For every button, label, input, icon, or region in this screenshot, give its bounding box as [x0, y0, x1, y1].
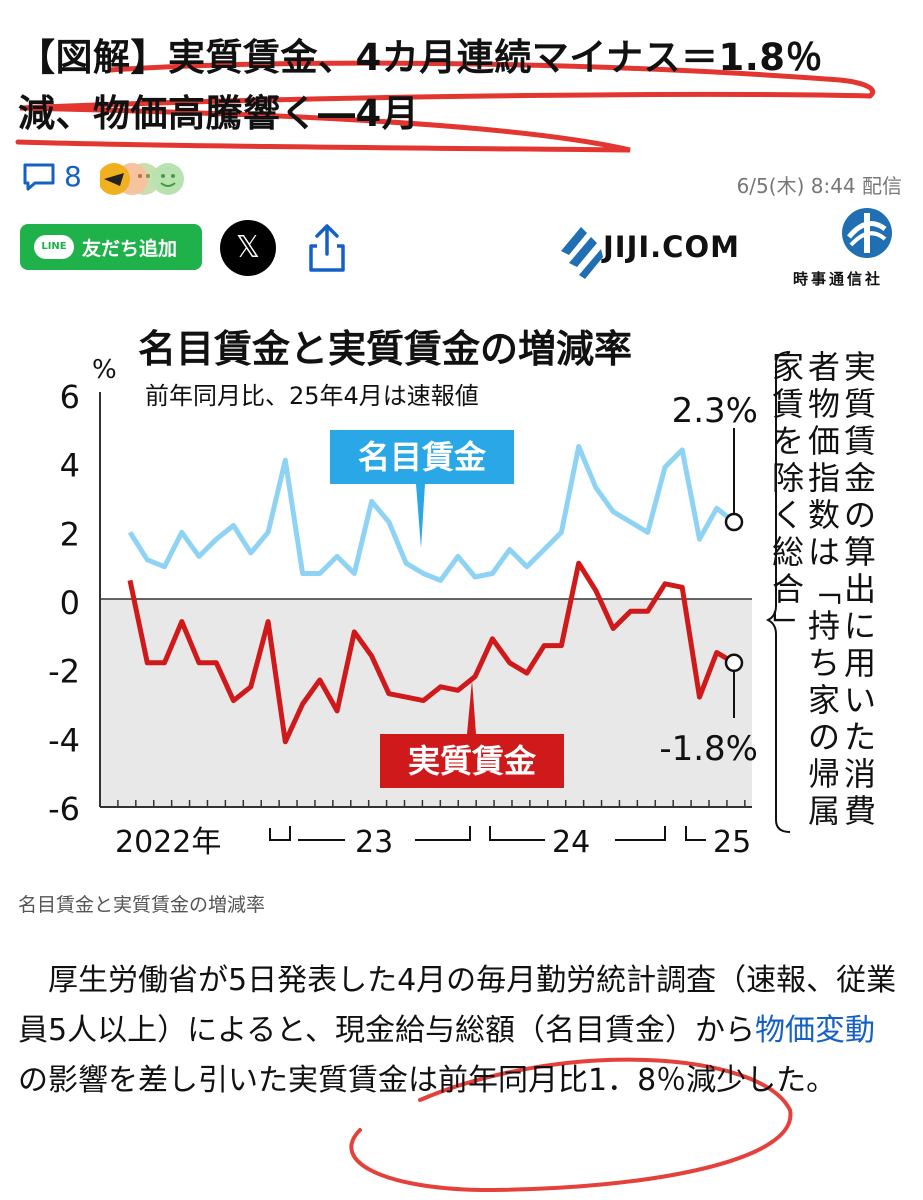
x-label-23: 23 [355, 825, 393, 860]
comment-icon[interactable] [22, 162, 56, 192]
side-note-char: 賃 [844, 422, 876, 460]
side-note-char: 数 [808, 496, 840, 534]
comment-count[interactable]: 8 [64, 160, 82, 193]
line-icon: LINE [34, 235, 74, 259]
side-note-char: 金 [844, 459, 876, 497]
x-bracket-lines [269, 826, 706, 841]
share-icon[interactable] [305, 220, 349, 276]
side-note-char: は [808, 533, 840, 571]
side-note-char: 価 [808, 422, 840, 460]
y-tick-label: 4 [60, 447, 80, 485]
side-note-char: の [808, 718, 840, 756]
jiji-logo-icon [561, 227, 603, 279]
nominal-end-label: 2.3% [672, 391, 758, 431]
body-text-part1: 厚生労働省が5日発表した4月の毎月勤労統計調査（速報、従業員5人以上）によると、… [18, 963, 897, 1048]
side-note-char: 消 [844, 755, 876, 793]
side-note-char: 属 [808, 792, 840, 830]
y-axis: 6 4 2 0 -2 -4 -6 [48, 378, 80, 828]
y-tick-label: -6 [48, 790, 80, 828]
side-note-char: 「 [805, 573, 843, 605]
real-label-box [380, 734, 564, 788]
line-button-label: 友だち追加 [82, 238, 178, 260]
chart-title: 名目賃金と実質賃金の増減率 [138, 327, 632, 371]
y-tick-label: -4 [48, 721, 80, 759]
side-note-char: 家 [772, 348, 804, 386]
nominal-label-pointer [416, 484, 425, 548]
article-title: 【図解】実質賃金、4カ月連続マイナス＝1.8％減、物価高騰響く―4月 [18, 36, 824, 135]
nominal-series-label: 名目賃金 [358, 438, 487, 476]
x-share-button[interactable]: 𝕏 [220, 220, 276, 276]
side-note-char: 賃 [772, 385, 804, 423]
side-note-char: い [844, 681, 876, 719]
y-tick-label: 0 [60, 584, 80, 622]
jiji-source-name: 時事通信社 [793, 270, 884, 288]
side-note-char: 者 [808, 348, 840, 386]
real-end-marker [724, 653, 744, 673]
y-tick-label: -2 [48, 653, 80, 691]
side-note-char: 合 [772, 570, 804, 608]
y-tick-label: 2 [60, 515, 80, 553]
real-series-label: 実質賃金 [408, 742, 537, 780]
side-note-char: 指 [808, 459, 840, 497]
share-bar: LINE 友だち追加 𝕏 JIJI.COM 時事通信社 [20, 208, 910, 290]
side-note-char: 質 [844, 385, 876, 423]
x-axis-ticks [99, 800, 746, 807]
x-label-2022: 2022年 [115, 825, 221, 860]
side-note-char: を [772, 422, 804, 460]
series-lines [127, 428, 744, 745]
side-note-char: た [844, 718, 876, 756]
side-note-char: 費 [844, 792, 876, 830]
x-icon: 𝕏 [235, 230, 261, 265]
y-axis-unit: % [92, 355, 117, 385]
side-note-char: 持 [808, 607, 840, 645]
line-add-friend-button[interactable]: LINE 友だち追加 [20, 224, 202, 270]
real-end-label: -1.8% [659, 729, 758, 769]
side-note-char: 家 [808, 681, 840, 719]
nominal-end-marker [724, 512, 744, 532]
side-note-char: 用 [844, 644, 876, 682]
jiji-emblem-icon [842, 208, 892, 258]
x-label-25: 25 [713, 825, 751, 860]
nominal-wage-line [127, 444, 736, 583]
side-note-char: 出 [844, 570, 876, 608]
side-note-char: の [844, 496, 876, 534]
side-note-char: く [772, 496, 804, 534]
side-note-char: 帰 [808, 755, 840, 793]
side-note-char: ち [808, 644, 840, 682]
y-tick-label: 6 [60, 378, 80, 416]
jiji-logo-text: JIJI.COM [603, 230, 740, 264]
body-text-part2: の影響を差し引いた実質賃金は前年同月比1．8％減少した。 [18, 1063, 837, 1098]
side-note-char: に [844, 607, 876, 645]
article-body: 厚生労働省が5日発表した4月の毎月勤労統計調査（速報、従業員5人以上）によると、… [18, 956, 898, 1106]
wage-chart: 6 4 2 0 -2 -4 -6 名目賃金と実質賃金の増減率 前年同月比、25年4月は速報値… [48, 327, 876, 860]
article-meta: 8 6/5(木) 8:44 配信 [22, 158, 902, 198]
side-note-char: 総 [772, 533, 804, 571]
real-label-pointer [467, 680, 476, 734]
side-note-char: 物 [808, 385, 840, 423]
price-change-link[interactable]: 物価変動 [755, 1013, 875, 1048]
jiji-logo: JIJI.COM 時事通信社 [555, 205, 915, 295]
x-label-24: 24 [552, 825, 590, 860]
side-note-bracket [765, 351, 791, 833]
side-note-char: 実 [844, 348, 876, 386]
avatar-icon [152, 163, 184, 195]
chart-subtitle: 前年同月比、25年4月は速報値 [145, 382, 479, 410]
side-note-char: 除 [772, 459, 804, 497]
side-note-char: 算 [844, 533, 876, 571]
published-date: 6/5(木) 8:44 配信 [736, 174, 902, 198]
nominal-label-box [330, 430, 514, 484]
side-note-char: 」 [769, 610, 807, 642]
figure-caption: 名目賃金と実質賃金の増減率 [18, 894, 266, 916]
real-wage-line [127, 560, 736, 745]
reaction-avatars [100, 163, 184, 195]
